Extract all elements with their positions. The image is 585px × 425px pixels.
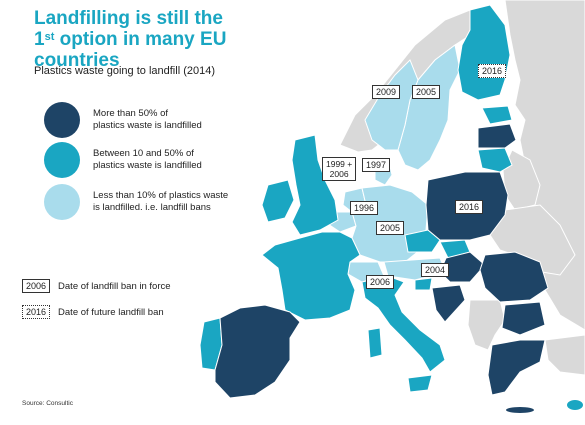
cyprus-region (567, 400, 583, 410)
latvia-region (477, 123, 517, 149)
bulgaria-region (501, 301, 546, 336)
norway-light-region (364, 59, 419, 151)
ukraine-region (489, 204, 576, 276)
title-line-2-num: 1 (34, 29, 45, 50)
legend-ban-future-text: Date of future landfill ban (58, 306, 164, 318)
crete-region (506, 407, 534, 413)
czech-region (404, 229, 441, 253)
legend-ban-in-force-box: 2006 (22, 279, 51, 293)
ireland-region (261, 179, 295, 223)
balkans-non-eu-region (467, 299, 506, 351)
label-denmark: 1997 (362, 158, 391, 172)
legend-item-high: More than 50% of plastics waste is landfi… (44, 102, 253, 138)
label-netherlands-line2: 2006 (329, 169, 349, 179)
label-norway: 2009 (372, 85, 401, 99)
label-finland: 2016 (478, 64, 507, 78)
spain-region (214, 304, 301, 399)
legend-swatch-mid (44, 142, 80, 178)
legend-label-low: Less than 10% of plastics waste is landfi… (93, 190, 229, 213)
label-sweden: 2005 (412, 85, 441, 99)
source-note: Source: Consultic (22, 400, 73, 407)
legend-label-high: More than 50% of plastics waste is landfi… (93, 108, 202, 131)
label-germany: 2005 (376, 221, 405, 235)
label-poland: 2016 (455, 200, 484, 214)
legend-item-mid: Between 10 and 50% of plastics waste is l… (44, 142, 253, 178)
legend-swatch-high (44, 102, 80, 138)
legend-ban-in-force-text: Date of landfill ban in force (58, 280, 171, 292)
label-austria: 2004 (421, 263, 450, 277)
title-line-2-rest: option in many EU countries (34, 29, 227, 71)
title-superscript: st (44, 31, 55, 43)
uk-region (291, 134, 339, 236)
legend-item-low: Less than 10% of plastics waste is landfi… (44, 184, 253, 220)
legend-ban-future-box: 2016 (22, 305, 51, 319)
label-switzerland: 2006 (366, 275, 395, 289)
croatia-region (431, 284, 466, 323)
legend-ban-future: 2016 Date of future landfill ban (22, 305, 164, 319)
title-line-1: Landfilling is still the (34, 8, 223, 29)
romania-region (479, 251, 549, 303)
greece-region (487, 339, 546, 396)
label-netherlands: 1999 + 2006 (322, 157, 357, 181)
sicily-region (407, 374, 433, 393)
legend-label-mid: Between 10 and 50% of plastics waste is l… (93, 148, 202, 171)
map-title: Landfilling is still the 1st option in m… (34, 8, 314, 71)
legend-ban-in-force: 2006 Date of landfill ban in force (22, 279, 171, 293)
slovenia-region (414, 277, 433, 291)
lithuania-region (477, 147, 513, 173)
label-belgium: 1996 (350, 201, 379, 215)
label-netherlands-line1: 1999 + (326, 159, 353, 169)
legend-swatch-low (44, 184, 80, 220)
map-subtitle: Plastics waste going to landfill (2014) (34, 65, 215, 77)
estonia-region (481, 105, 513, 125)
france-region (261, 231, 361, 321)
turkey-region (544, 334, 585, 376)
italy-region (361, 275, 446, 373)
sardinia-region (367, 327, 383, 359)
